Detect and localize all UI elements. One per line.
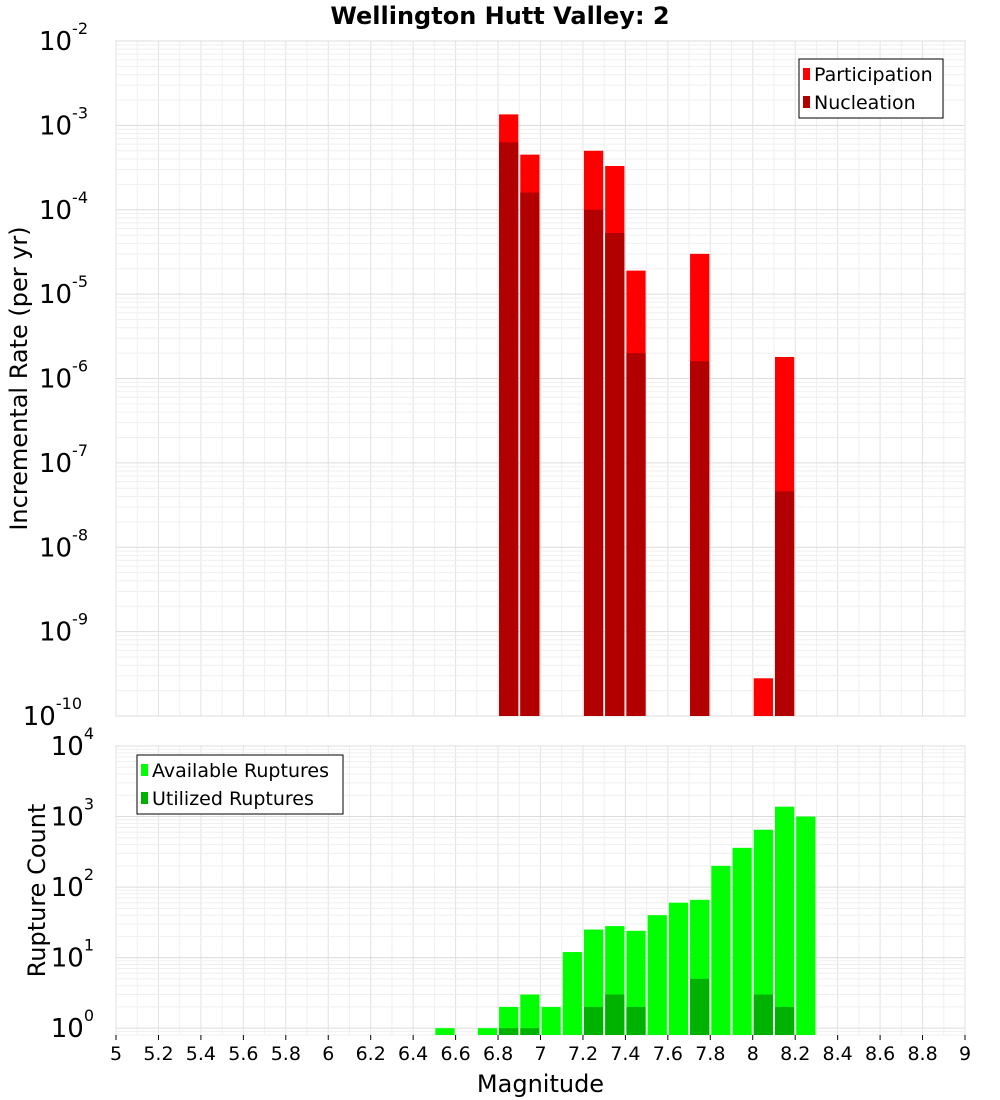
x-ticks: 5 5.2 5.4 5.6 5.8 6 6.2 6.4 6.6 6.8 7 7.2 7.4 7.6 7.8 8…	[110, 1035, 971, 1065]
x-tick-label: 5	[110, 1043, 122, 1065]
bar-available-ruptures	[732, 847, 752, 1035]
x-tick-label: 6.8	[483, 1043, 513, 1065]
count-grid	[115, 745, 966, 1036]
legend-label-utilized: Utilized Ruptures	[152, 788, 314, 810]
y-tick-label: 10-3	[39, 103, 88, 141]
rate-panel: 10-10 10-9 10-8 10-7 10-6 10-5 10-4 10-3 10-2 In…	[5, 19, 966, 732]
rate-y-axis-label: Incremental Rate (per yr)	[5, 226, 33, 530]
x-tick-label: 8.4	[823, 1043, 853, 1065]
legend-label-available: Available Ruptures	[152, 760, 329, 782]
count-legend-box	[136, 754, 344, 815]
rate-bars	[499, 114, 795, 717]
y-tick-label: 10-2	[39, 19, 88, 57]
x-tick-label: 7.2	[568, 1043, 598, 1065]
x-tick-label: 5.8	[271, 1043, 301, 1065]
y-tick-label: 101	[51, 936, 94, 974]
bar-available-ruptures	[668, 902, 689, 1035]
count-legend: Available Ruptures Utilized Ruptures	[136, 754, 344, 815]
rate-legend-box	[798, 58, 944, 119]
y-tick-label: 10-4	[39, 188, 88, 226]
x-tick-label: 8.8	[907, 1043, 937, 1065]
bar-nucleation	[583, 209, 604, 716]
legend-swatch-available	[141, 764, 148, 776]
y-tick-label: 10-6	[39, 357, 88, 395]
bar-available-ruptures	[435, 1028, 455, 1035]
x-tick-label: 8	[747, 1043, 759, 1065]
bar-utilized-ruptures	[774, 1006, 795, 1035]
bar-nucleation	[774, 491, 795, 716]
bar-utilized-ruptures	[583, 1006, 604, 1035]
bar-available-ruptures	[753, 829, 773, 1035]
y-tick-label: 10-7	[39, 441, 88, 479]
x-tick-label: 5.4	[186, 1043, 216, 1065]
y-tick-label: 102	[51, 865, 94, 903]
legend-swatch-participation	[803, 68, 810, 80]
y-tick-label: 10-10	[23, 694, 82, 732]
x-tick-label: 9	[959, 1043, 971, 1065]
count-y-ticks: 100 101 102 103 104	[51, 724, 94, 1044]
x-axis-label: Magnitude	[477, 1070, 604, 1098]
bar-available-ruptures	[562, 952, 582, 1035]
count-y-axis-label: Rupture Count	[23, 804, 51, 978]
rate-legend: Participation Nucleation	[798, 58, 944, 119]
x-tick-label: 6.2	[356, 1043, 386, 1065]
bar-available-ruptures	[499, 1006, 519, 1035]
bar-utilized-ruptures	[605, 994, 625, 1035]
bar-available-ruptures	[796, 816, 816, 1035]
x-tick-label: 8.2	[780, 1043, 810, 1065]
x-tick-label: 7	[534, 1043, 546, 1065]
bar-available-ruptures	[647, 915, 667, 1035]
count-bars	[435, 806, 816, 1035]
bar-nucleation	[499, 142, 519, 716]
rate-grid	[115, 40, 966, 717]
x-tick-label: 6	[322, 1043, 334, 1065]
legend-swatch-nucleation	[803, 96, 810, 108]
bar-available-ruptures	[774, 806, 795, 1035]
bar-utilized-ruptures	[753, 994, 773, 1035]
bar-nucleation	[690, 361, 710, 716]
x-tick-label: 6.4	[398, 1043, 428, 1065]
legend-label-participation: Participation	[814, 64, 933, 86]
bar-available-ruptures	[711, 865, 731, 1035]
bar-available-ruptures	[520, 994, 540, 1035]
legend-swatch-utilized	[141, 792, 148, 804]
y-tick-label: 103	[51, 795, 94, 833]
bar-utilized-ruptures	[626, 1006, 646, 1035]
y-tick-label: 10-5	[39, 272, 88, 310]
x-tick-label: 6.6	[440, 1043, 470, 1065]
bar-utilized-ruptures	[499, 1028, 519, 1035]
y-tick-label: 100	[51, 1006, 94, 1044]
x-tick-label: 7.4	[610, 1043, 640, 1065]
bar-nucleation	[626, 353, 646, 716]
x-tick-label: 7.6	[653, 1043, 683, 1065]
rate-y-ticks: 10-10 10-9 10-8 10-7 10-6 10-5 10-4 10-3 10-2	[23, 19, 88, 732]
legend-label-nucleation: Nucleation	[814, 92, 916, 114]
bar-participation	[753, 678, 773, 716]
bar-nucleation	[605, 233, 625, 716]
y-tick-label: 10-9	[39, 610, 88, 648]
count-panel: 100 101 102 103 104 5 5.2 5.4 5.6 5.8 6 6.2 6.4 6.6 6…	[23, 724, 971, 1098]
bar-nucleation	[520, 192, 540, 717]
y-tick-label: 10-8	[39, 525, 88, 563]
chart-title: Wellington Hutt Valley: 2	[330, 2, 669, 30]
x-tick-label: 8.6	[865, 1043, 895, 1065]
x-tick-label: 7.8	[695, 1043, 725, 1065]
bar-available-ruptures	[541, 1006, 561, 1035]
x-tick-label: 5.6	[228, 1043, 258, 1065]
y-tick-label: 104	[51, 724, 94, 762]
x-tick-label: 5.2	[143, 1043, 173, 1065]
bar-available-ruptures	[477, 1028, 498, 1035]
bar-utilized-ruptures	[520, 1028, 540, 1035]
bar-utilized-ruptures	[690, 978, 710, 1035]
